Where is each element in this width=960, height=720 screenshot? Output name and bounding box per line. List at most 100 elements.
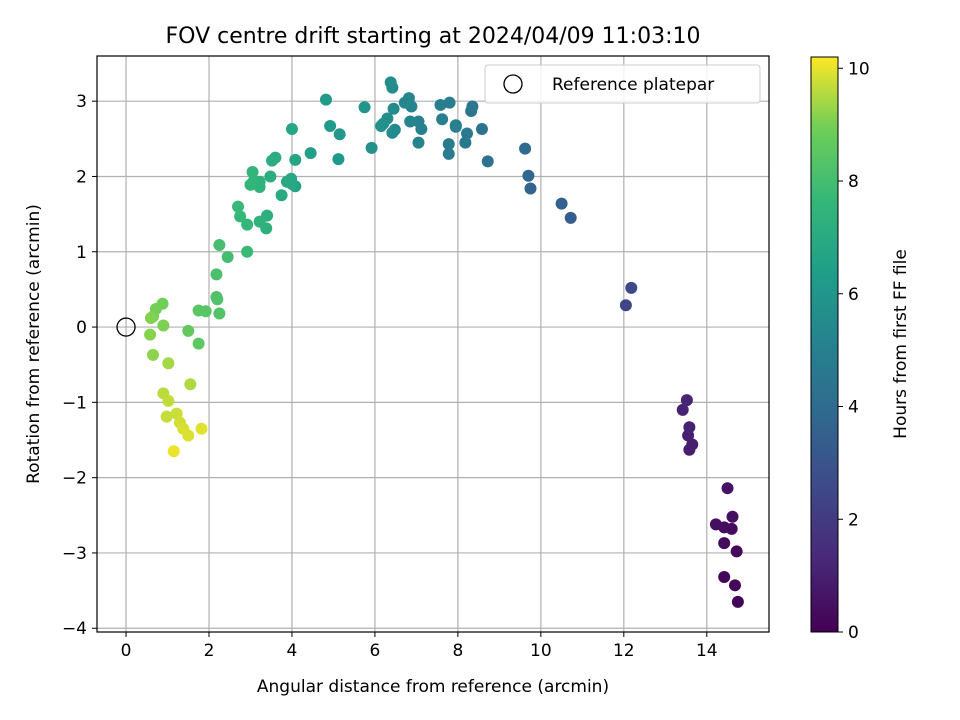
scatter-point <box>210 268 223 281</box>
scatter-point <box>522 169 535 182</box>
scatter-point <box>157 319 170 332</box>
scatter-point <box>253 215 266 228</box>
scatter-point <box>386 126 399 139</box>
scatter-point <box>625 281 638 294</box>
scatter-point <box>683 421 696 434</box>
colorbar-ticks: 0 2 4 6 8 10 <box>838 59 870 643</box>
scatter-point <box>167 445 180 458</box>
x-tick-label: 12 <box>613 641 635 661</box>
scatter-point <box>332 153 345 166</box>
colorbar-tick-label: 10 <box>848 59 870 79</box>
plot-frame <box>96 55 770 633</box>
scatter-point <box>182 324 195 337</box>
scatter-point <box>718 571 731 584</box>
colorbar-tick-label: 4 <box>848 398 859 418</box>
scatter-point <box>213 307 226 320</box>
scatter-point <box>459 136 472 149</box>
scatter-point <box>442 138 455 151</box>
colorbar-gradient <box>810 56 839 633</box>
scatter-point <box>170 407 183 420</box>
x-tick-label: 8 <box>452 641 463 661</box>
scatter-point <box>289 153 302 166</box>
scatter-point <box>184 378 197 391</box>
scatter-point <box>324 120 337 133</box>
legend-box <box>484 64 761 104</box>
y-tick-label: −4 <box>62 619 87 639</box>
x-tick-label: 2 <box>204 641 215 661</box>
scatter-point <box>304 147 317 160</box>
scatter-point <box>144 328 157 341</box>
y-tick-label: 1 <box>76 243 87 263</box>
scatter-point <box>333 128 346 141</box>
reference-platepar-marker <box>116 317 136 337</box>
colorbar-label: Hours from first FF file <box>891 249 911 439</box>
scatter-point <box>266 154 279 167</box>
scatter-point <box>241 245 254 258</box>
scatter-point <box>555 197 568 210</box>
y-tick-label: 0 <box>76 318 87 338</box>
colorbar-tick-label: 2 <box>848 510 859 530</box>
y-axis-ticks: −4 −3 −2 −1 0 1 2 3 <box>62 92 97 639</box>
y-axis-label: Rotation from reference (arcmin) <box>24 204 44 484</box>
scatter-point <box>412 136 425 149</box>
scatter-point <box>718 537 731 550</box>
colorbar-tick-label: 0 <box>848 623 859 643</box>
scatter-point <box>728 579 741 592</box>
scatter-point <box>275 189 288 202</box>
scatter-point <box>436 113 449 126</box>
scatter-point <box>232 200 245 213</box>
colorbar-tick-label: 6 <box>848 285 859 305</box>
scatter-point <box>524 182 537 195</box>
scatter-point <box>709 518 722 531</box>
scatter-points <box>144 76 744 608</box>
scatter-point <box>195 422 208 435</box>
scatter-point <box>461 127 474 140</box>
scatter-point <box>285 123 298 136</box>
reference-marker-group <box>116 317 136 337</box>
scatter-point <box>244 178 257 191</box>
scatter-point <box>234 210 247 223</box>
scatter-point <box>434 98 447 111</box>
scatter-point <box>241 218 254 231</box>
scatter-point <box>358 101 371 114</box>
legend-entry-reference: Reference platepar <box>552 75 714 95</box>
y-tick-label: −1 <box>62 393 87 413</box>
scatter-point <box>680 394 693 407</box>
y-tick-label: −3 <box>62 544 87 564</box>
legend-reference-icon <box>503 74 523 94</box>
x-tick-label: 14 <box>696 641 718 661</box>
scatter-point <box>319 93 332 106</box>
scatter-point <box>475 123 488 136</box>
scatter-point <box>481 155 494 168</box>
x-axis-ticks: 0 2 4 6 8 10 12 14 <box>121 632 718 661</box>
scatter-point <box>211 293 224 306</box>
scatter-point <box>375 120 388 133</box>
scatter-point <box>160 410 173 423</box>
scatter-point <box>730 545 743 558</box>
scatter-point <box>686 438 699 451</box>
scatter-point <box>449 119 462 132</box>
scatter-point <box>442 147 455 160</box>
legend: Reference platepar <box>484 64 761 104</box>
x-tick-label: 6 <box>370 641 381 661</box>
scatter-point <box>144 312 157 325</box>
scatter-point <box>264 170 277 183</box>
scatter-point <box>192 337 205 350</box>
x-tick-label: 10 <box>530 641 552 661</box>
scatter-point <box>246 165 259 178</box>
scatter-point <box>519 142 532 155</box>
scatter-point <box>384 76 397 89</box>
scatter-point <box>443 96 456 109</box>
x-axis-label: Angular distance from reference (arcmin) <box>257 677 609 697</box>
scatter-point <box>676 403 689 416</box>
scatter-point <box>387 102 400 115</box>
scatter-point <box>726 510 739 523</box>
scatter-point <box>162 357 175 370</box>
chart-title: FOV centre drift starting at 2024/04/09 … <box>166 24 701 49</box>
scatter-point <box>404 115 417 128</box>
colorbar-tick-label: 8 <box>848 172 859 192</box>
scatter-point <box>213 238 226 251</box>
scatter-point <box>466 100 479 113</box>
scatter-point <box>412 115 425 128</box>
